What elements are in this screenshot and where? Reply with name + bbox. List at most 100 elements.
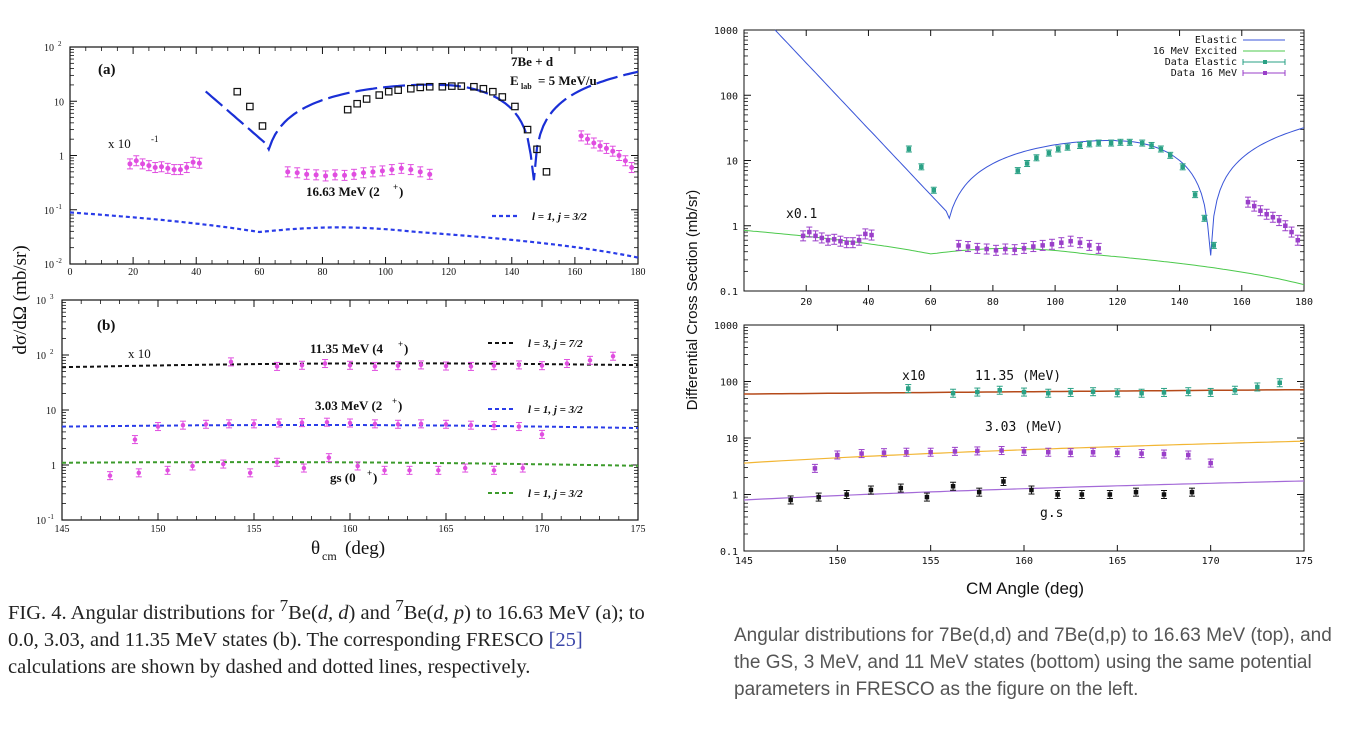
panel-b-point-3mev: [468, 422, 474, 428]
panel-b-point-3mev: [276, 420, 282, 426]
panel-b-point-gs: [301, 465, 307, 471]
caption-left-text-10: calculations are shown by dashed and dot…: [8, 655, 531, 678]
right-bottom-point-3mev: [1208, 460, 1213, 466]
panel-a-excited-point: [616, 153, 622, 158]
right-top-elastic-point: [906, 146, 912, 152]
caption-left-text-3: d, d: [317, 601, 349, 624]
panel-a-excited-point: [184, 165, 190, 171]
panel-b-point-11mev: [322, 361, 328, 366]
right-bottom-curve-gs: [743, 480, 1305, 501]
panel-a-label: (a): [98, 62, 116, 78]
right-top-excited-point: [1012, 247, 1017, 252]
right-top-excited-point: [965, 244, 971, 249]
right-bottom-point-3mev: [1115, 450, 1120, 455]
right-bottom-point-3mev: [975, 448, 980, 454]
right-top-legend-label: Data 16 MeV: [1171, 68, 1237, 79]
right-bottom-ytick-label: 100: [720, 378, 738, 389]
right-top-xtick-label: 20: [800, 297, 812, 308]
right-top-xtick-label: 140: [1171, 297, 1189, 308]
right-bottom-point-3mev: [1090, 449, 1096, 455]
panel-b-state2-paren: ): [398, 398, 402, 413]
right-top-xtick-label: 120: [1108, 297, 1126, 308]
panel-b-legend3-label: l = 1, j = 3/2: [528, 488, 583, 500]
left-figure-caption: FIG. 4. Angular distributions for 7Be(d,…: [8, 592, 678, 681]
right-figure-caption: Angular distributions for 7Be(d,d) and 7…: [734, 625, 1332, 700]
panel-b-point-3mev: [372, 421, 378, 427]
right-top-elastic-point: [1015, 168, 1021, 173]
panel-b-point-3mev: [491, 423, 497, 428]
panel-b-state1-label: 11.35 MeV (4: [310, 341, 384, 356]
caption-left-sup-1: 7: [279, 596, 289, 615]
right-bottom-point-11mev: [1186, 389, 1191, 394]
panel-a-elastic-point: [457, 82, 466, 90]
panel-b-point-gs: [165, 468, 170, 473]
right-top-excited-point: [1031, 244, 1036, 249]
panel-b-point-11mev: [347, 363, 353, 368]
left-figure-background: [0, 0, 690, 718]
panel-b-point-11mev: [228, 359, 234, 365]
panel-b-point-gs: [247, 470, 253, 476]
right-top-excited-point: [819, 235, 825, 241]
panel-b-point-3mev: [418, 421, 424, 427]
panel-b-point-3mev: [324, 419, 330, 425]
right-top-elastic-point: [1046, 150, 1052, 156]
panel-a-excited-point: [140, 161, 146, 167]
right-top-excited-point: [869, 232, 874, 238]
panel-a-excited-point: [332, 172, 338, 178]
right-top-excited-point: [1049, 242, 1055, 247]
panel-b-point-11mev: [587, 358, 593, 363]
panel-b-point-3mev: [180, 422, 186, 428]
panel-b-xtick-label: 175: [631, 524, 646, 535]
right-top-elastic-point: [1167, 153, 1173, 158]
right-top-xtick-label: 40: [862, 297, 874, 308]
panel-b-xtick-label: 170: [535, 524, 550, 535]
panel-b-state3-label: gs (0: [330, 470, 356, 485]
right-top-excited-point: [807, 229, 812, 235]
panel-a-excited-point: [304, 171, 310, 177]
right-top-ytick-label: 1: [732, 222, 738, 233]
panel-a-elastic-point: [448, 82, 456, 90]
panel-a-excited-point: [408, 167, 414, 173]
panel-a-excited-point: [196, 160, 202, 166]
panel-a-legend-label: l = 1, j = 3/2: [532, 211, 587, 223]
panel-b-state2-sup: +: [392, 396, 397, 406]
right-bottom-point-11mev: [906, 386, 911, 391]
panel-b-point-11mev: [274, 364, 280, 369]
right-bottom-point-11mev: [1068, 390, 1073, 395]
right-top-elastic-point: [1065, 144, 1070, 150]
panel-a-excited-point: [360, 170, 366, 176]
panel-b-point-11mev: [443, 363, 449, 369]
right-bottom-point-11mev: [1232, 388, 1238, 393]
panel-a-elastic-point: [343, 105, 352, 114]
panel-a-elastic-point: [438, 82, 447, 91]
panel-b-ytick-exp: 2: [50, 348, 54, 356]
panel-b-xtick-label: 165: [439, 524, 454, 535]
panel-b-point-3mev: [347, 420, 353, 426]
right-top-elastic-curve: [774, 29, 1305, 256]
right-bottom-point-gs: [1055, 492, 1060, 497]
panel-b-ytick-label: 10: [46, 406, 56, 417]
right-bottom-point-gs: [924, 494, 930, 500]
panel-b-point-gs: [382, 468, 387, 473]
caption-left-text-2: Be(: [288, 601, 318, 624]
right-top-excited-point: [993, 248, 999, 253]
panel-a-excited-point: [603, 145, 609, 151]
right-bottom-point-11mev: [1255, 384, 1260, 390]
right-bottom-point-3mev: [812, 466, 818, 471]
right-top-xtick-label: 80: [987, 297, 999, 308]
right-top-elastic-point: [1118, 140, 1123, 145]
right-top-excited-point: [1295, 237, 1301, 243]
right-top-excited-point: [1087, 243, 1092, 248]
panel-b-state3-sup: +: [367, 468, 372, 478]
caption-reference-link[interactable]: [25]: [543, 628, 583, 651]
right-top-legend-marker: [1263, 71, 1267, 75]
panel-a-ytick-label: 10: [44, 43, 54, 54]
right-bottom-label-gs: g.s: [1040, 506, 1063, 521]
panel-a-elastic-point: [384, 87, 393, 96]
right-bottom-point-gs: [1189, 489, 1195, 495]
panel-a-xtick-label: 100: [378, 267, 393, 278]
right-top-legend-label: Data Elastic: [1165, 57, 1237, 68]
panel-b-point-11mev: [468, 364, 474, 369]
panel-a-excited-point: [379, 168, 385, 174]
panel-a-elastic-point: [498, 93, 507, 101]
